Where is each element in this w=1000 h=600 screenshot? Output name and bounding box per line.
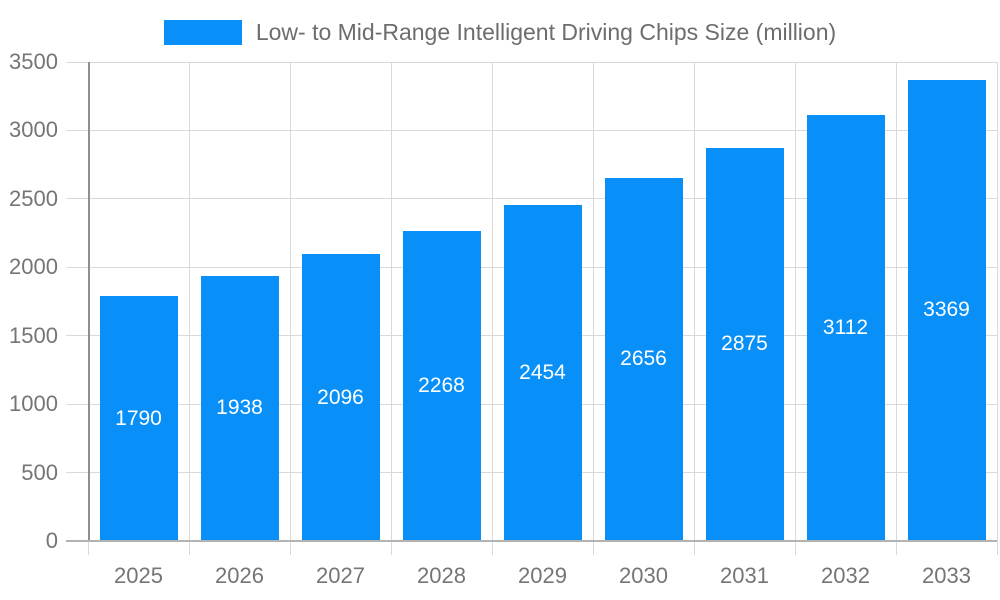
bar-2033[interactable] [907,79,986,541]
legend-label: Low- to Mid-Range Intelligent Driving Ch… [255,19,837,45]
bar-value-label: 2268 [418,373,465,397]
gridline-vertical [390,62,392,555]
bar-2025[interactable] [99,296,178,541]
x-tick-label: 2028 [417,563,466,588]
gridline-vertical [491,62,493,555]
bar-2030[interactable] [604,177,683,541]
gridline-vertical [996,62,998,555]
y-tick-label: 2500 [9,185,58,211]
y-axis-line [88,62,90,541]
y-tick-label: 2000 [9,254,58,280]
gridline-vertical [693,62,695,555]
x-tick-label: 2031 [720,563,769,588]
bar-value-label: 3369 [923,298,970,322]
bar-value-label: 2454 [519,361,566,385]
x-axis-line [66,540,997,542]
gridline-horizontal [66,129,997,131]
y-tick-label: 3500 [9,49,58,74]
gridline-vertical [592,62,594,555]
gridline-horizontal [66,198,997,200]
bar-2032[interactable] [806,115,885,541]
x-tick-label: 2033 [922,563,971,588]
bar-2028[interactable] [402,230,481,541]
bar-value-label: 1790 [115,406,162,430]
legend-swatch[interactable] [163,19,242,45]
y-tick-label: 500 [21,459,58,485]
bar-value-label: 2875 [721,332,768,356]
bar-value-label: 2656 [620,347,667,371]
bar-value-label: 2096 [317,385,364,409]
legend[interactable]: Low- to Mid-Range Intelligent Driving Ch… [0,18,1000,46]
y-tick-label: 1000 [9,391,58,417]
bar-value-label: 3112 [822,316,869,340]
bar-2029[interactable] [503,205,582,541]
y-tick-label: 0 [45,528,58,553]
bar-2027[interactable] [301,254,380,541]
bar-value-label: 1938 [216,396,263,420]
gridline-vertical [289,62,291,555]
plot-area: 1790 1938 2096 2268 2454 2656 2875 3112 3369 0 500… [9,49,998,588]
x-tick-label: 2026 [215,563,264,588]
gridline-vertical [895,62,897,555]
gridline-vertical [188,62,190,555]
y-tick-label: 1500 [9,322,58,348]
gridline-vertical [794,62,796,555]
x-tick-label: 2030 [619,563,668,588]
bar-2026[interactable] [200,275,279,541]
gridline-horizontal [66,61,997,63]
x-tick-label: 2025 [114,563,163,588]
x-tick-label: 2032 [821,563,870,588]
bar-2031[interactable] [705,147,784,541]
y-tick-label: 3000 [9,117,58,143]
x-tick-label: 2029 [518,563,567,588]
x-tick-label: 2027 [316,563,365,588]
